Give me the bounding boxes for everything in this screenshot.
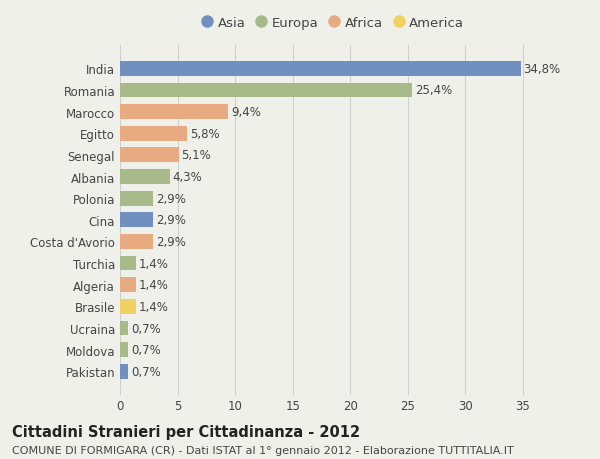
Text: 2,9%: 2,9% <box>156 214 186 227</box>
Text: 1,4%: 1,4% <box>139 300 169 313</box>
Text: 0,7%: 0,7% <box>131 365 161 378</box>
Legend: Asia, Europa, Africa, America: Asia, Europa, Africa, America <box>199 14 467 33</box>
Text: 1,4%: 1,4% <box>139 257 169 270</box>
Text: COMUNE DI FORMIGARA (CR) - Dati ISTAT al 1° gennaio 2012 - Elaborazione TUTTITAL: COMUNE DI FORMIGARA (CR) - Dati ISTAT al… <box>12 445 514 455</box>
Text: 5,8%: 5,8% <box>190 128 219 140</box>
Bar <box>120 364 128 379</box>
Text: 34,8%: 34,8% <box>524 62 560 76</box>
Text: 25,4%: 25,4% <box>415 84 452 97</box>
Bar <box>120 256 136 271</box>
Bar <box>120 342 128 357</box>
Text: 9,4%: 9,4% <box>231 106 261 119</box>
Bar <box>120 127 187 141</box>
Text: 0,7%: 0,7% <box>131 322 161 335</box>
Text: 1,4%: 1,4% <box>139 279 169 291</box>
Text: 0,7%: 0,7% <box>131 343 161 357</box>
Bar <box>120 62 521 77</box>
Bar <box>120 278 136 292</box>
Text: 2,9%: 2,9% <box>156 192 186 205</box>
Text: 5,1%: 5,1% <box>182 149 211 162</box>
Bar <box>120 84 412 98</box>
Text: Cittadini Stranieri per Cittadinanza - 2012: Cittadini Stranieri per Cittadinanza - 2… <box>12 425 360 440</box>
Bar <box>120 191 154 206</box>
Bar <box>120 299 136 314</box>
Bar <box>120 321 128 336</box>
Bar <box>120 148 179 163</box>
Text: 4,3%: 4,3% <box>172 171 202 184</box>
Bar <box>120 170 170 185</box>
Bar <box>120 213 154 228</box>
Text: 2,9%: 2,9% <box>156 235 186 248</box>
Bar <box>120 105 228 120</box>
Bar <box>120 235 154 249</box>
